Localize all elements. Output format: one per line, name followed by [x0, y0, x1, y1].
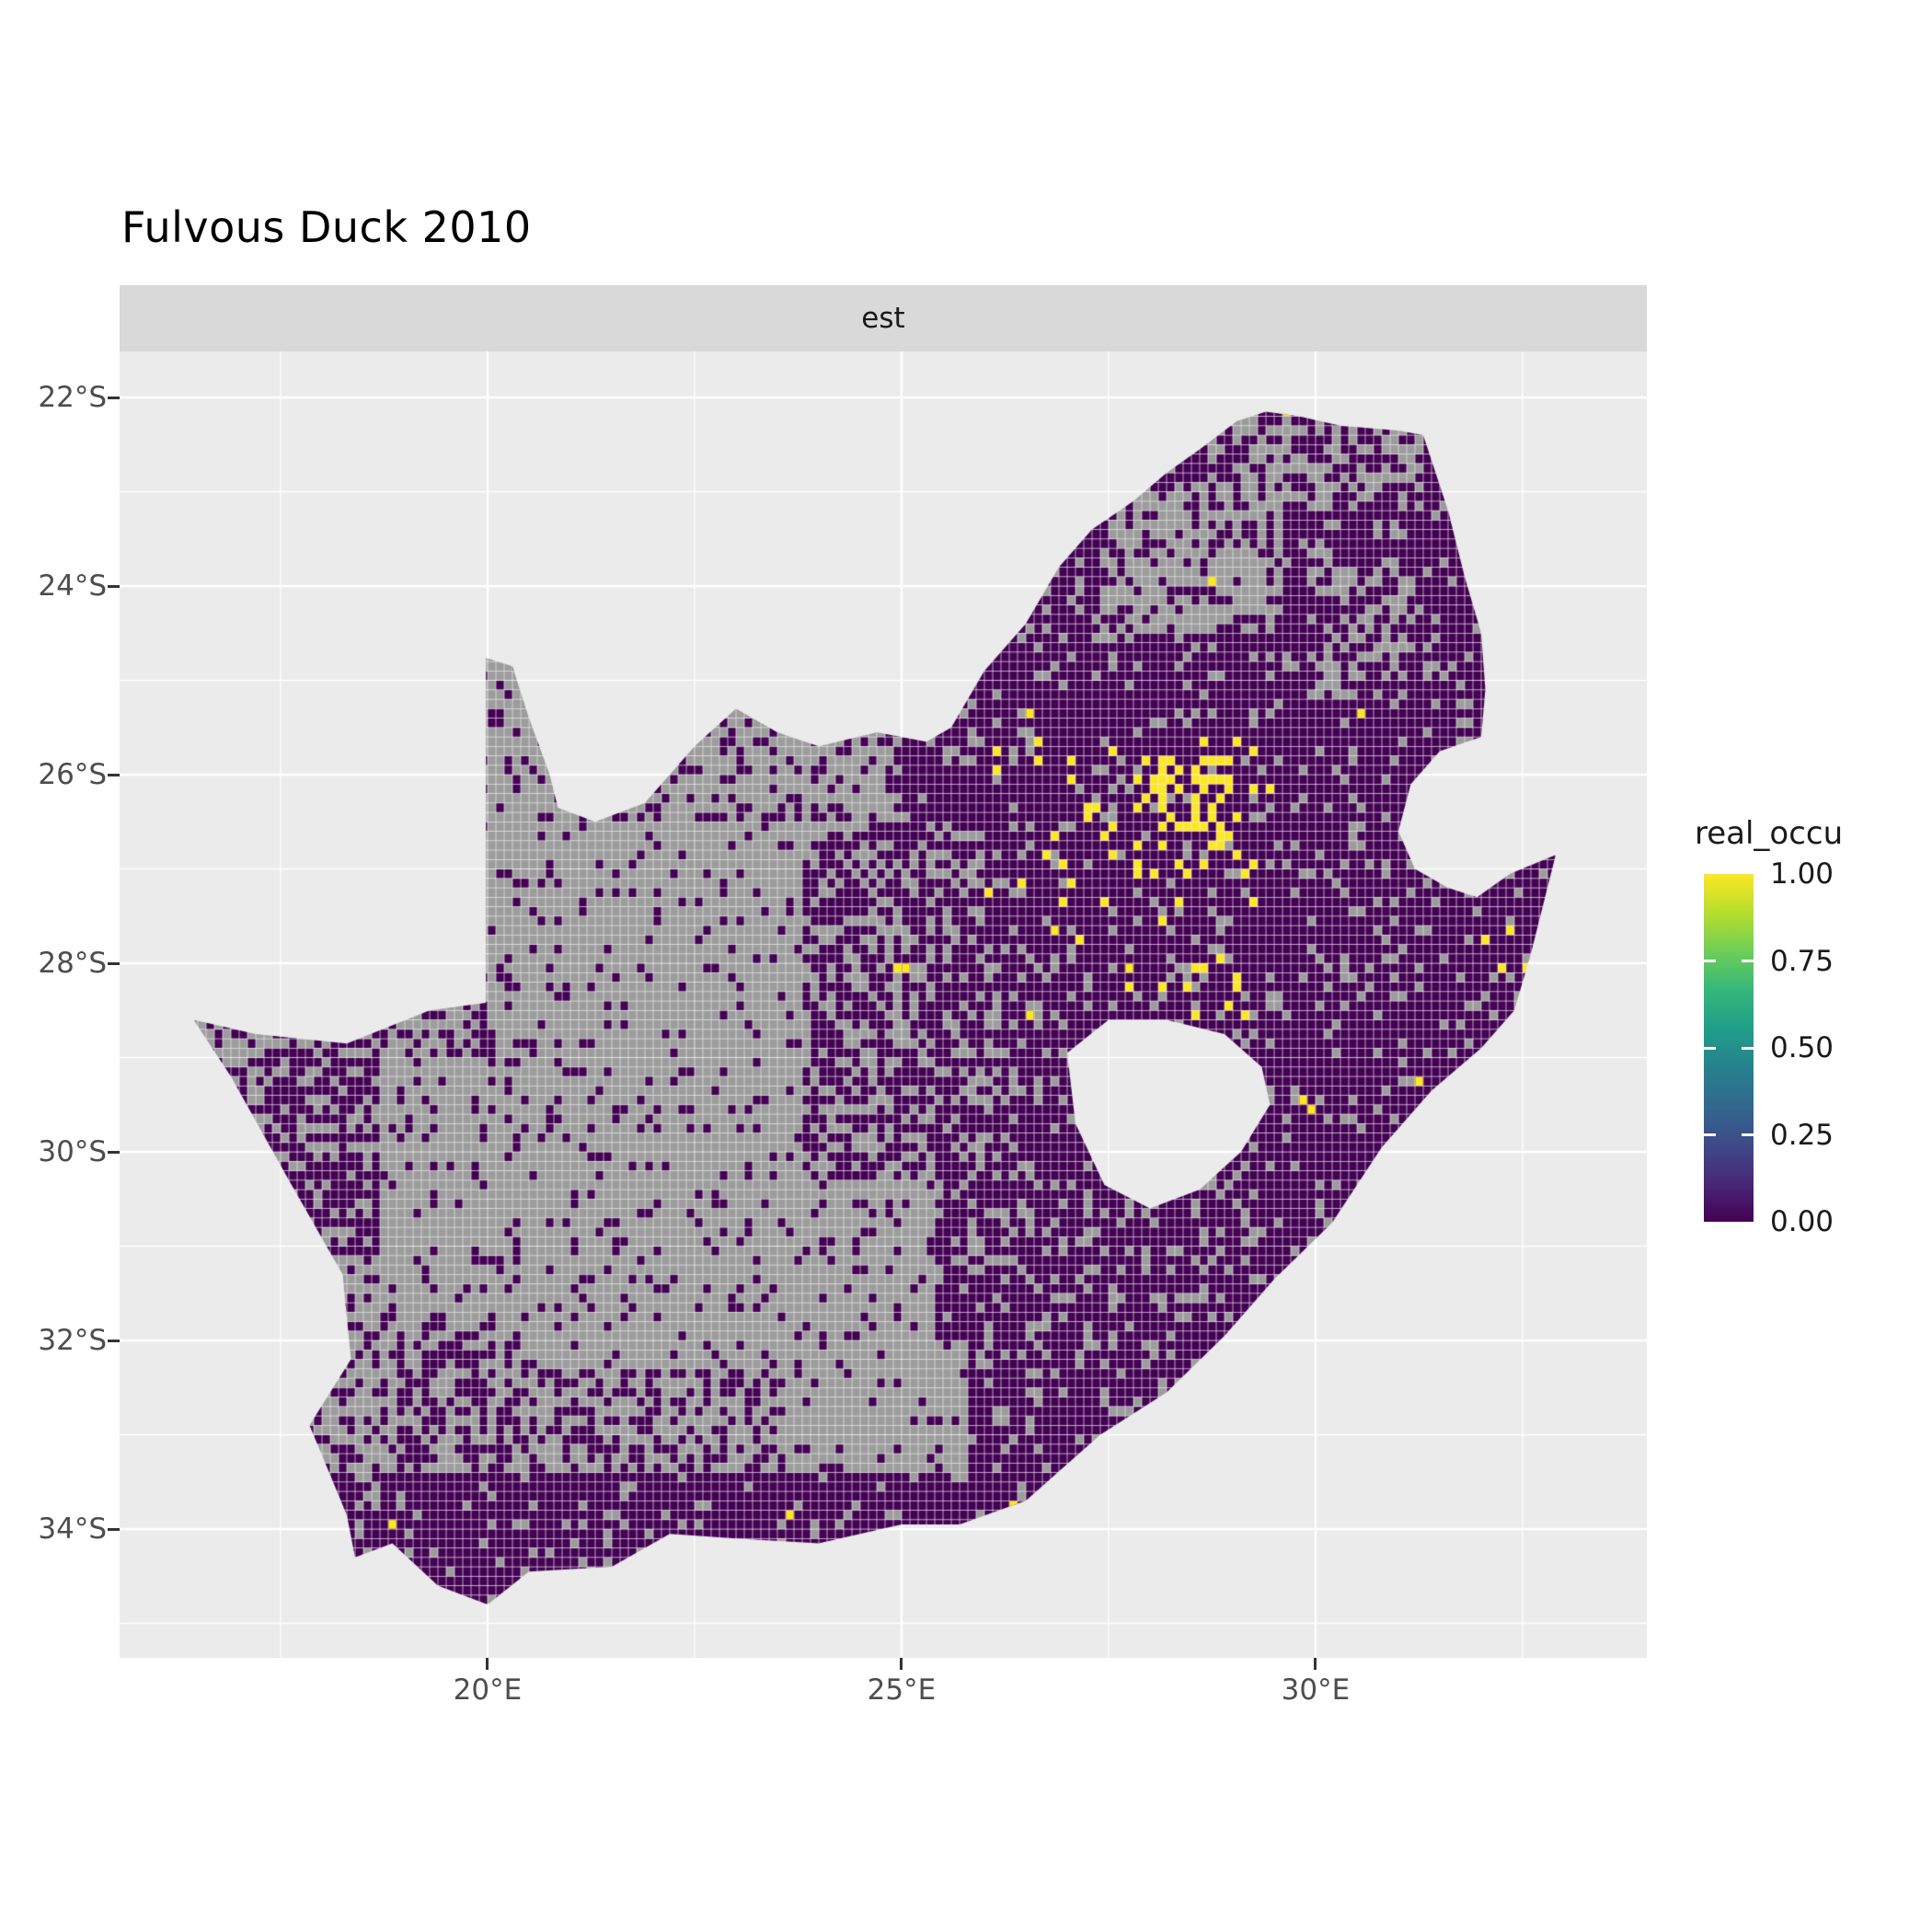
- plot-title: Fulvous Duck 2010: [121, 202, 532, 252]
- legend-break-label: 0.00: [1770, 1205, 1834, 1238]
- y-axis-label: 34°S: [38, 1512, 107, 1547]
- legend-tick: [1704, 960, 1716, 962]
- x-axis-label: 30°E: [1281, 1673, 1351, 1707]
- y-axis-tick: [108, 961, 120, 965]
- x-axis-tick: [1314, 1658, 1317, 1670]
- legend: real_occu 1.00 0.75 0.50 0.25 0.00: [1693, 815, 1932, 1275]
- y-axis-tick: [108, 584, 120, 588]
- legend-tick: [1704, 1133, 1716, 1136]
- x-axis-tick: [900, 1658, 903, 1670]
- plot-panel: [120, 351, 1647, 1658]
- legend-break-label: 1.00: [1770, 857, 1834, 891]
- x-axis-tick: [486, 1658, 489, 1670]
- legend-title: real_occu: [1695, 815, 1844, 852]
- map-canvas: [120, 351, 1647, 1658]
- legend-tick: [1742, 960, 1754, 962]
- x-axis-label: 20°E: [453, 1673, 523, 1707]
- y-axis-label: 24°S: [38, 569, 107, 604]
- y-axis-label: 26°S: [38, 758, 107, 792]
- facet-strip: est: [120, 285, 1647, 351]
- legend-tick: [1742, 1133, 1754, 1136]
- y-axis-label: 30°S: [38, 1135, 107, 1169]
- y-axis-label: 28°S: [38, 947, 107, 981]
- y-axis-tick: [108, 1150, 120, 1154]
- legend-break-label: 0.25: [1770, 1118, 1834, 1152]
- y-axis-label: 22°S: [38, 381, 107, 415]
- x-axis-label: 25°E: [867, 1673, 937, 1707]
- y-axis-tick: [108, 1527, 120, 1531]
- legend-tick: [1704, 1046, 1716, 1050]
- legend-break-label: 0.75: [1770, 944, 1834, 978]
- y-axis-tick: [108, 396, 120, 399]
- legend-break-label: 0.50: [1770, 1031, 1834, 1064]
- legend-tick: [1742, 1046, 1754, 1050]
- y-axis-tick: [108, 1339, 120, 1342]
- y-axis-tick: [108, 773, 120, 776]
- y-axis-label: 32°S: [38, 1324, 107, 1358]
- facet-strip-label: est: [861, 302, 905, 335]
